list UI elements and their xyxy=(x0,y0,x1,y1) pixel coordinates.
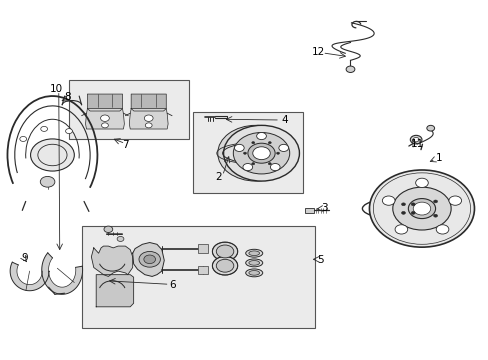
Polygon shape xyxy=(91,246,132,276)
Circle shape xyxy=(392,187,450,230)
Circle shape xyxy=(40,176,55,187)
Text: 4: 4 xyxy=(281,115,287,125)
Circle shape xyxy=(278,144,288,152)
Circle shape xyxy=(247,143,275,163)
Ellipse shape xyxy=(245,249,262,257)
Circle shape xyxy=(433,214,437,217)
Circle shape xyxy=(104,226,113,233)
Polygon shape xyxy=(96,275,133,307)
Text: 3: 3 xyxy=(321,203,327,213)
Circle shape xyxy=(268,163,271,165)
Circle shape xyxy=(407,199,435,219)
Circle shape xyxy=(346,66,354,72)
Text: 12: 12 xyxy=(311,47,324,57)
Circle shape xyxy=(117,237,123,242)
Polygon shape xyxy=(10,262,49,291)
Circle shape xyxy=(409,135,421,144)
Circle shape xyxy=(410,203,414,206)
Ellipse shape xyxy=(245,269,262,277)
Circle shape xyxy=(369,170,473,247)
Circle shape xyxy=(276,152,279,154)
Text: 5: 5 xyxy=(317,255,324,265)
Circle shape xyxy=(233,132,289,174)
Text: 10: 10 xyxy=(50,84,63,94)
Bar xyxy=(198,266,207,274)
Circle shape xyxy=(394,225,407,234)
Circle shape xyxy=(401,211,405,214)
Circle shape xyxy=(382,196,394,205)
Polygon shape xyxy=(85,109,124,129)
Polygon shape xyxy=(132,243,164,276)
Bar xyxy=(69,80,188,139)
Circle shape xyxy=(217,125,293,181)
Circle shape xyxy=(256,132,266,140)
Circle shape xyxy=(65,129,72,134)
Circle shape xyxy=(30,139,74,171)
Bar xyxy=(193,112,302,193)
Circle shape xyxy=(143,255,155,264)
Circle shape xyxy=(243,152,246,154)
Circle shape xyxy=(252,147,270,159)
Ellipse shape xyxy=(248,251,259,256)
Polygon shape xyxy=(87,94,122,111)
Ellipse shape xyxy=(248,271,259,275)
Circle shape xyxy=(212,242,237,261)
Circle shape xyxy=(145,123,152,128)
Ellipse shape xyxy=(245,259,262,267)
Polygon shape xyxy=(129,109,168,129)
Polygon shape xyxy=(41,253,82,294)
Circle shape xyxy=(144,115,153,121)
Circle shape xyxy=(251,141,254,144)
Circle shape xyxy=(216,259,233,272)
Circle shape xyxy=(216,245,233,258)
Circle shape xyxy=(102,123,108,128)
Circle shape xyxy=(41,126,47,131)
Circle shape xyxy=(268,141,271,144)
Circle shape xyxy=(401,203,405,206)
Circle shape xyxy=(415,178,427,188)
Circle shape xyxy=(433,200,437,203)
Circle shape xyxy=(212,256,237,275)
Text: 6: 6 xyxy=(169,280,176,291)
Circle shape xyxy=(426,125,434,131)
Circle shape xyxy=(412,138,418,142)
Circle shape xyxy=(435,225,448,234)
Text: 7: 7 xyxy=(122,140,128,150)
Text: 8: 8 xyxy=(64,92,71,102)
Circle shape xyxy=(410,211,414,214)
Polygon shape xyxy=(131,94,166,111)
Text: 2: 2 xyxy=(215,172,222,182)
Text: 11: 11 xyxy=(410,139,423,149)
Circle shape xyxy=(139,251,160,267)
Text: 9: 9 xyxy=(22,253,28,263)
Circle shape xyxy=(223,125,299,181)
Circle shape xyxy=(243,163,252,171)
Ellipse shape xyxy=(248,261,259,265)
Bar xyxy=(81,226,314,328)
Circle shape xyxy=(251,163,254,165)
Circle shape xyxy=(412,202,430,215)
Circle shape xyxy=(101,115,109,121)
Circle shape xyxy=(270,163,280,171)
Circle shape xyxy=(448,196,461,205)
Bar xyxy=(305,207,313,213)
Circle shape xyxy=(20,136,26,141)
Circle shape xyxy=(234,144,244,152)
Text: 1: 1 xyxy=(435,153,441,163)
Bar xyxy=(198,244,207,253)
